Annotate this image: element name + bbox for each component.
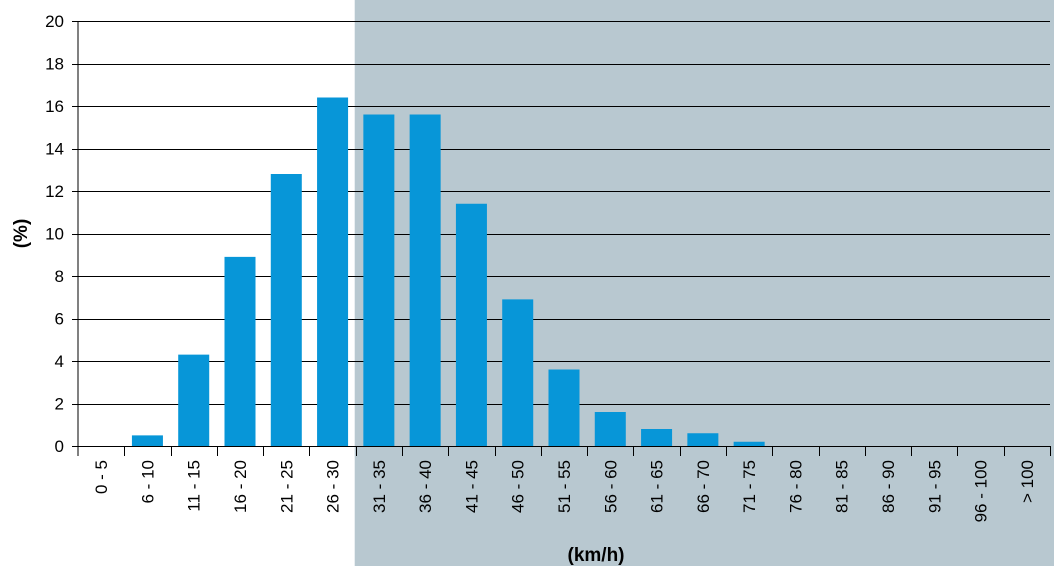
x-tick-label: 21 - 25 [277,460,296,513]
bar [594,412,626,446]
y-tick-label: 10 [45,225,64,244]
bar [455,203,487,446]
bar [224,256,256,446]
y-tick-label: 20 [45,12,64,31]
x-tick-label: 76 - 80 [786,460,805,513]
x-tick-label: 51 - 55 [555,460,574,513]
y-tick-label: 8 [55,267,64,286]
x-tick-label: 71 - 75 [740,460,759,513]
x-tick-label: 96 - 100 [972,460,991,522]
x-tick-label: 61 - 65 [648,460,667,513]
x-tick-label: 11 - 15 [185,460,204,512]
x-tick-label: 86 - 90 [879,460,898,513]
y-tick-label: 6 [55,310,64,329]
bar [131,435,163,446]
y-tick-label: 4 [55,352,64,371]
y-tick-label: 16 [45,97,64,116]
x-tick-label: 46 - 50 [509,460,528,513]
y-tick-label: 12 [45,182,64,201]
y-tick-label: 0 [55,437,64,456]
bars [131,97,765,446]
axes [72,21,1051,456]
x-tick-label: 6 - 10 [138,460,157,503]
x-tick-label: > 100 [1018,460,1037,503]
x-tick-label: 26 - 30 [324,460,343,513]
bar [502,299,534,446]
x-tick-label: 41 - 45 [462,460,481,513]
bar [409,114,441,446]
y-tick-label: 2 [55,395,64,414]
bar [548,369,580,446]
bar [687,433,719,446]
x-tick-label: 36 - 40 [416,460,435,513]
bar [178,354,210,446]
bar [733,441,765,446]
x-tick-label: 81 - 85 [833,460,852,513]
x-tick-label: 0 - 5 [92,460,111,494]
y-tick-label: 18 [45,55,64,74]
bar [317,97,349,446]
y-axis-label: (%) [11,219,32,249]
x-tick-label: 91 - 95 [925,460,944,513]
x-tick-label: 16 - 20 [231,460,250,513]
y-tick-labels: 0 2 4 6 8 10 12 14 16 18 20 [45,12,64,456]
x-tick-labels: 0 - 5 6 - 10 11 - 15 16 - 20 21 - 25 26 - 30 3… [92,460,1037,522]
y-tick-label: 14 [45,140,64,159]
x-tick-label: 56 - 60 [601,460,620,513]
bar [363,114,395,446]
x-axis-label: (km/h) [568,545,625,566]
bar [270,174,302,446]
x-tick-label: 31 - 35 [370,460,389,513]
x-tick-label: 66 - 70 [694,460,713,513]
bar [641,429,673,446]
